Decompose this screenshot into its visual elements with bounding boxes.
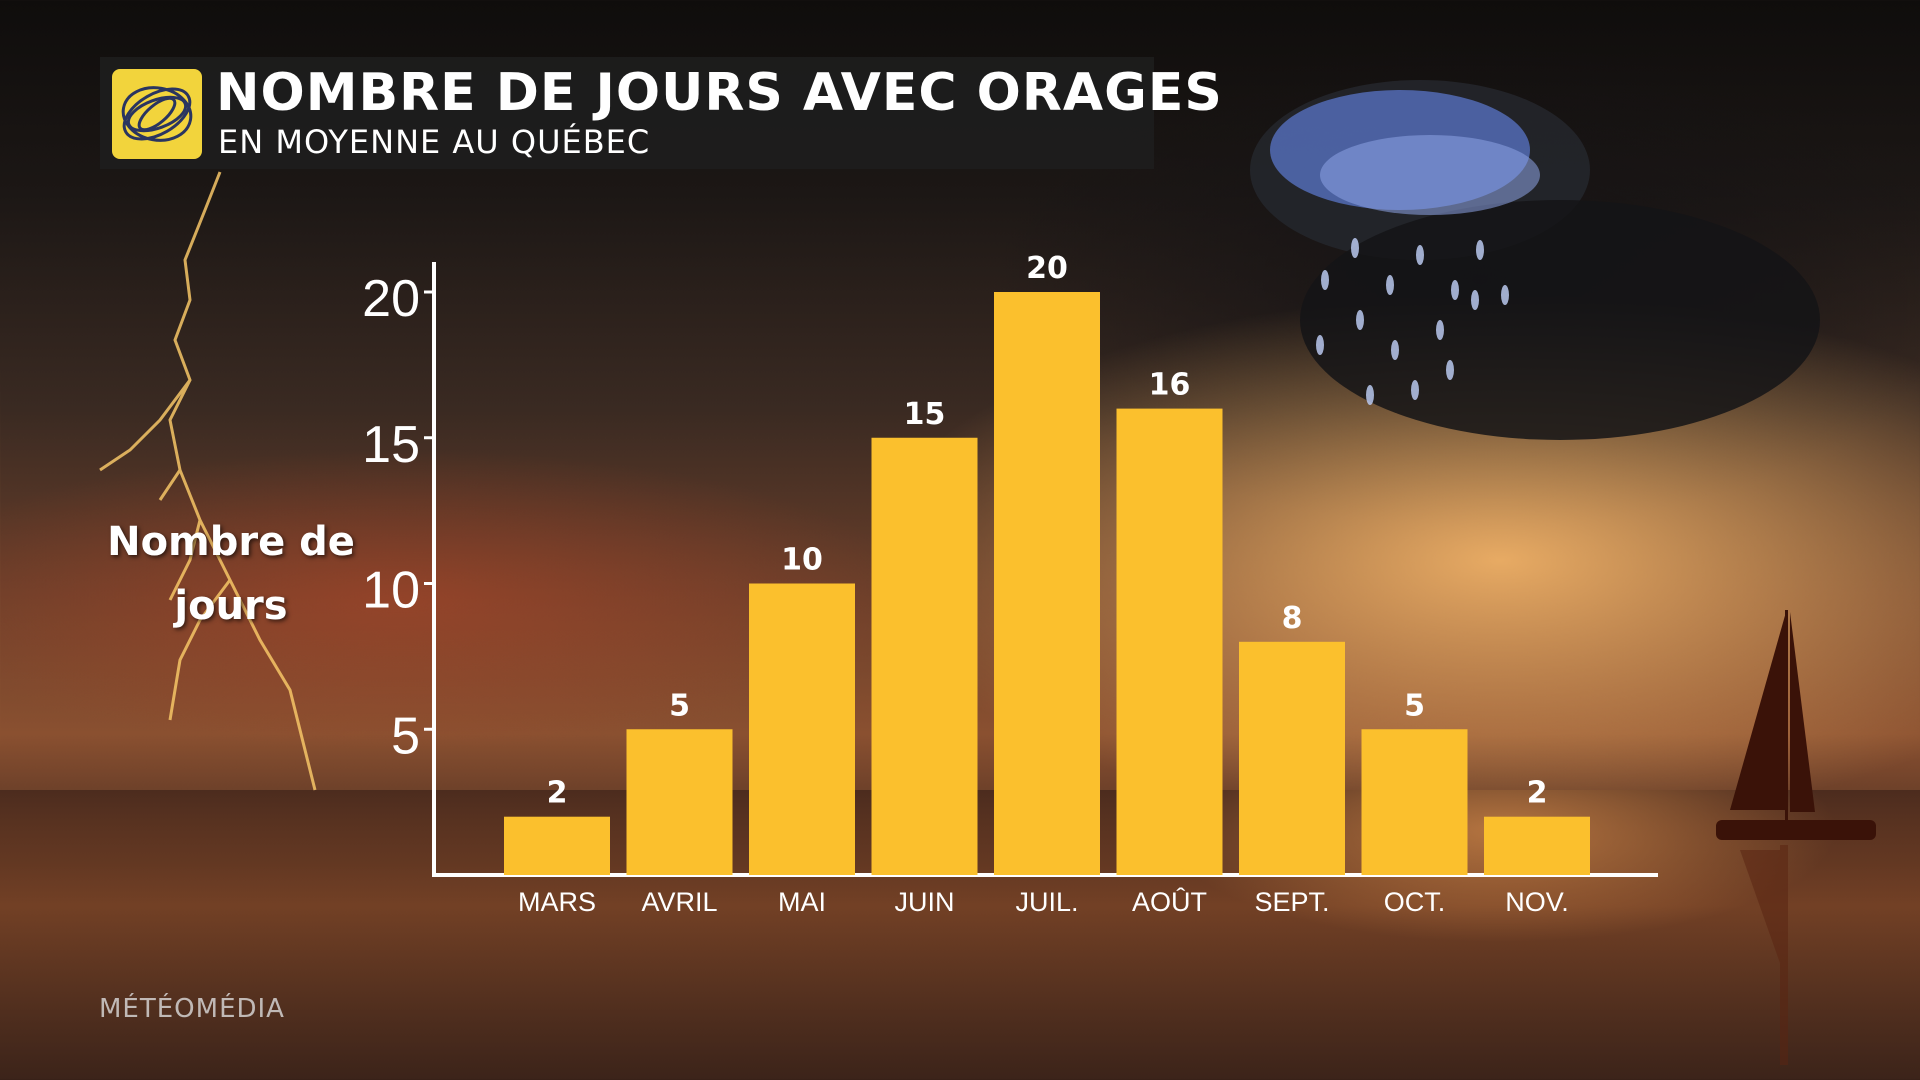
y-axis-label-line: jours	[174, 583, 288, 629]
bar-value-label: 10	[781, 543, 823, 578]
x-tick-label: JUIN	[895, 887, 955, 917]
bar-value-label: 2	[1527, 776, 1548, 811]
y-axis-label-line: Nombre de	[107, 519, 355, 565]
bar	[1484, 816, 1590, 875]
bar-value-label: 8	[1282, 601, 1303, 636]
bar	[871, 437, 978, 875]
y-tick-label: 15	[362, 416, 420, 474]
bar	[504, 816, 610, 875]
bar-value-label: 20	[1026, 251, 1068, 286]
bar	[749, 583, 855, 875]
y-tick-label: 10	[362, 562, 420, 620]
x-tick-label: AVRIL	[641, 887, 717, 917]
x-tick-label: OCT.	[1384, 887, 1446, 917]
bar-value-label: 15	[904, 397, 946, 432]
y-tick-label: 20	[362, 270, 420, 328]
storm-cloud-icon	[1250, 80, 1820, 440]
bar	[994, 292, 1100, 875]
chart-subtitle: EN MOYENNE AU QUÉBEC	[218, 123, 651, 161]
brand-watermark: MÉTÉOMÉDIA	[99, 994, 285, 1024]
x-tick-label: NOV.	[1505, 887, 1569, 917]
rain-drops-icon	[1316, 238, 1509, 405]
y-axis-label: Nombre de jours	[96, 510, 366, 638]
x-tick-label: MARS	[518, 887, 596, 917]
chart-title: NOMBRE DE JOURS AVEC ORAGES	[216, 63, 1223, 123]
x-tick-label: AOÛT	[1132, 886, 1207, 917]
bar-value-label: 5	[669, 688, 690, 723]
x-tick-label: MAI	[778, 887, 826, 917]
bar	[1116, 408, 1223, 875]
bar	[1239, 641, 1345, 875]
lightning-icon	[99, 171, 317, 791]
x-tick-label: JUIL.	[1015, 887, 1078, 917]
bar	[626, 729, 733, 875]
sailboat-icon	[1716, 610, 1876, 840]
swirl-logo-icon	[112, 69, 202, 159]
x-tick-label: SEPT.	[1254, 887, 1329, 917]
bar-value-label: 2	[547, 776, 568, 811]
bar-value-label: 5	[1404, 688, 1425, 723]
title-banner: NOMBRE DE JOURS AVEC ORAGES EN MOYENNE A…	[100, 57, 1222, 169]
bar-value-label: 16	[1149, 368, 1191, 403]
bar	[1361, 729, 1468, 875]
y-tick-label: 5	[391, 707, 420, 765]
sailboat-reflection	[1740, 845, 1788, 1065]
